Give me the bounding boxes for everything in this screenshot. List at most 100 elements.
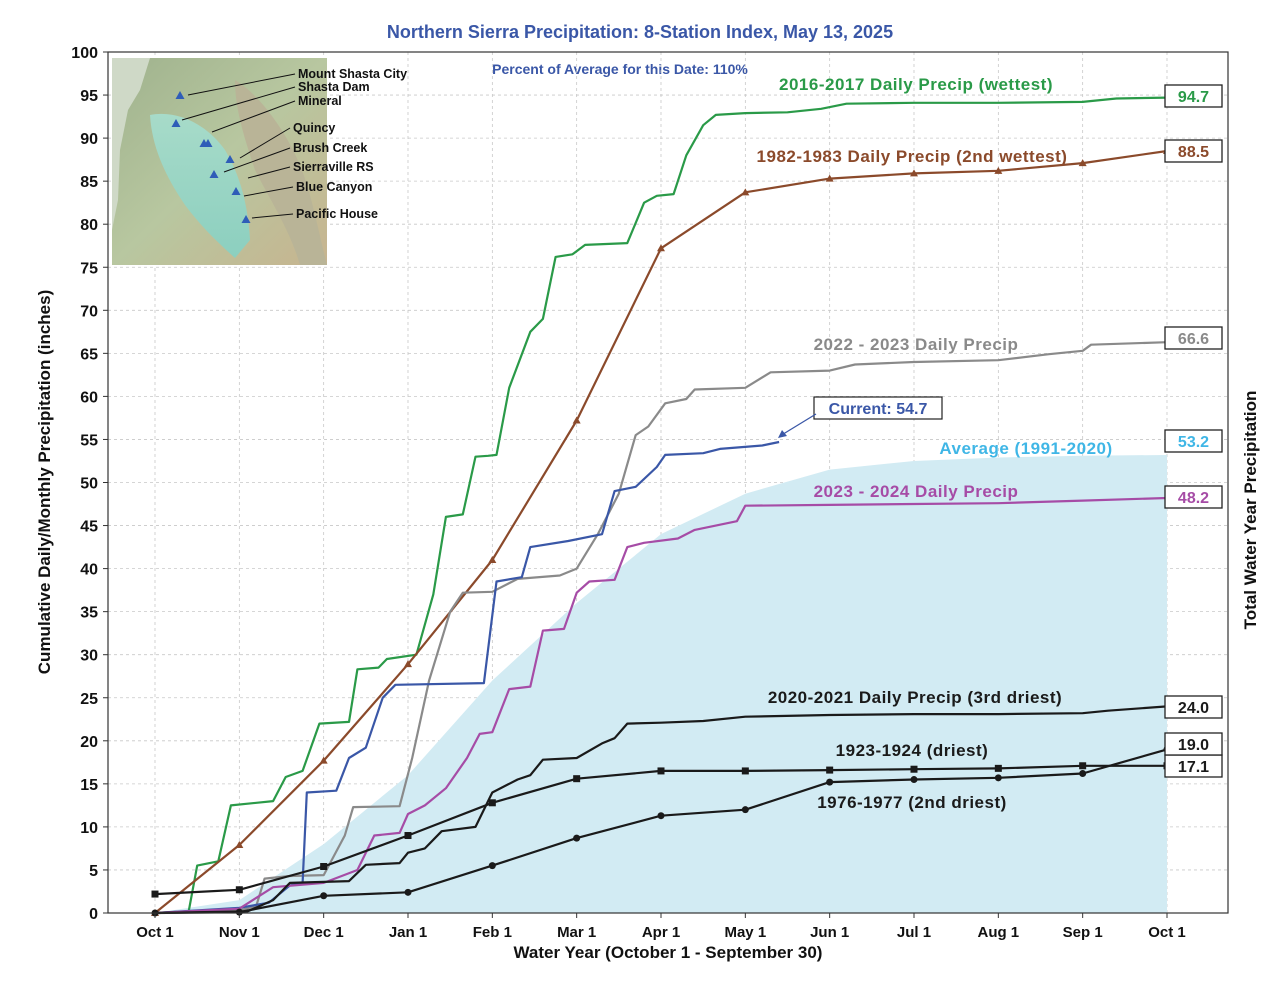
end-value-1976-1977-2nd-driest-text: 19.0: [1178, 737, 1209, 754]
y-tick-label: 100: [71, 45, 98, 62]
series-line-2022-2023-daily-precip: [154, 341, 1168, 915]
x-tick-label: Sep 1: [1063, 924, 1103, 941]
end-value-average-text: 53.2: [1178, 434, 1209, 451]
end-value-1976-1977-2nd-driest-box: [1164, 732, 1223, 756]
chart-title: Northern Sierra Precipitation: 8-Station…: [387, 22, 893, 42]
average-label: Average (1991-2020): [939, 439, 1112, 458]
series-label-2016-2017-daily-precip-wettest: 2016-2017 Daily Precip (wettest): [779, 75, 1053, 94]
chart-subtitle: Percent of Average for this Date: 110%: [492, 61, 748, 77]
y-axis-label: Cumulative Daily/Monthly Precipitation (…: [35, 290, 54, 674]
y-tick-label: 35: [80, 605, 98, 622]
circle-marker: [741, 806, 749, 814]
triangle-marker: [825, 174, 834, 182]
current-callout-arrowhead: [778, 430, 787, 438]
circle-marker: [235, 908, 243, 916]
current-callout-box: [813, 396, 943, 420]
circle-marker: [910, 776, 918, 784]
circle-marker: [573, 834, 581, 842]
series-line-2016-2017-daily-precip-wettest: [154, 96, 1168, 915]
y-axis-ticks: 0 5 10 15 20 25 30 35 40 45 50 55 60 65 70 75 80 85 90 95 10…: [71, 45, 108, 923]
y-tick-label: 95: [80, 88, 98, 105]
y-tick-label: 55: [80, 432, 98, 449]
station-map-inset: [112, 58, 327, 265]
current-callout-arrow: [779, 413, 817, 437]
plot-frame: [107, 51, 1229, 914]
station-marker-icon: [231, 187, 241, 195]
square-marker: [151, 890, 159, 898]
station-marker-icon: [171, 119, 181, 127]
circle-marker: [488, 862, 496, 870]
end-value-average-box: [1164, 429, 1223, 453]
station-pointer-line: [181, 86, 296, 121]
station-pointer-line: [251, 213, 294, 219]
station-marker-icon: [199, 139, 209, 147]
x-tick-label: Jan 1: [389, 924, 427, 941]
y-tick-label: 90: [80, 131, 98, 148]
y-tick-label: 85: [80, 174, 98, 191]
y-tick-label: 50: [80, 476, 98, 493]
circle-marker: [657, 812, 665, 820]
x-tick-label: May 1: [724, 924, 766, 941]
triangle-marker: [657, 244, 665, 252]
circle-marker: [1079, 770, 1087, 778]
x-tick-label: Oct 1: [1148, 924, 1186, 941]
station-marker-icon: [225, 155, 235, 163]
station-pointer-line: [211, 100, 296, 133]
map-sierra: [235, 80, 327, 265]
end-value-2023-2024-daily-precip-box: [1164, 485, 1223, 509]
y-tick-label: 40: [80, 562, 98, 579]
station-label-blue-canyon: Blue Canyon: [296, 180, 372, 194]
x-tick-label: Mar 1: [557, 924, 596, 941]
end-value-2023-2024-daily-precip-text: 48.2: [1178, 490, 1209, 507]
series-label-1976-1977-2nd-driest: 1976-1977 (2nd driest): [817, 793, 1007, 812]
station-label-brush-creek: Brush Creek: [293, 141, 367, 155]
x-tick-label: Nov 1: [219, 924, 260, 941]
station-pointer-line: [187, 73, 296, 96]
x-tick-label: Jul 1: [897, 924, 931, 941]
square-marker: [235, 886, 243, 894]
x-tick-label: Jun 1: [810, 924, 849, 941]
station-label-shasta-dam: Shasta Dam: [298, 80, 370, 94]
triangle-marker: [994, 166, 1003, 174]
x-axis-ticks: Oct 1 Nov 1 Dec 1 Jan 1 Feb 1 Mar 1 Apr 1 May 1…: [136, 913, 1186, 941]
circle-marker: [826, 778, 834, 786]
y-axis-label-right: Total Water Year Precipitation: [1241, 391, 1260, 630]
series-label-2022-2023-daily-precip: 2022 - 2023 Daily Precip: [814, 335, 1019, 354]
station-marker-icon: [175, 91, 185, 99]
triangle-marker: [235, 840, 244, 848]
y-tick-label: 5: [89, 863, 98, 880]
average-area: [155, 454, 1167, 913]
series-lines: [151, 96, 1171, 917]
end-value-1923-1924-driest-text: 17.1: [1178, 759, 1209, 776]
series-labels: 2016-2017 Daily Precip (wettest) 1982-198…: [757, 75, 1113, 812]
y-tick-label: 10: [80, 820, 98, 837]
map-central-valley: [150, 113, 250, 258]
x-tick-label: Aug 1: [977, 924, 1019, 941]
triangle-marker: [572, 416, 581, 424]
y-tick-label: 15: [80, 777, 98, 794]
y-tick-label: 65: [80, 346, 98, 363]
station-marker-icon: [209, 170, 219, 178]
square-marker: [573, 775, 581, 783]
end-value-1982-1983-daily-precip-2nd-wettest-box: [1164, 139, 1223, 163]
circle-marker: [404, 888, 412, 896]
series-label-1982-1983-daily-precip-2nd-wettest: 1982-1983 Daily Precip (2nd wettest): [757, 147, 1068, 166]
triangle-marker: [319, 756, 328, 764]
triangle-marker: [910, 169, 918, 177]
average-area-fill: [155, 454, 1167, 913]
circle-marker: [320, 892, 328, 900]
end-value-2016-2017-daily-precip-wettest-box: [1164, 84, 1223, 108]
triangle-marker: [1078, 159, 1087, 167]
square-marker: [741, 767, 749, 775]
current-callout-text: Current: 54.7: [829, 401, 928, 418]
x-axis-label: Water Year (October 1 - September 30): [514, 943, 823, 962]
y-tick-label: 30: [80, 648, 98, 665]
y-tick-label: 25: [80, 691, 98, 708]
end-value-2020-2021-daily-precip-3rd-driest-text: 24.0: [1178, 700, 1209, 717]
end-value-boxes: 94.7 88.5 66.6 48.2 24.0 17.1 19.0 53.2: [1164, 84, 1223, 778]
station-label-pacific-house: Pacific House: [296, 207, 378, 221]
square-marker: [1079, 762, 1087, 770]
series-line-2020-2021-daily-precip-3rd-driest: [154, 705, 1168, 915]
